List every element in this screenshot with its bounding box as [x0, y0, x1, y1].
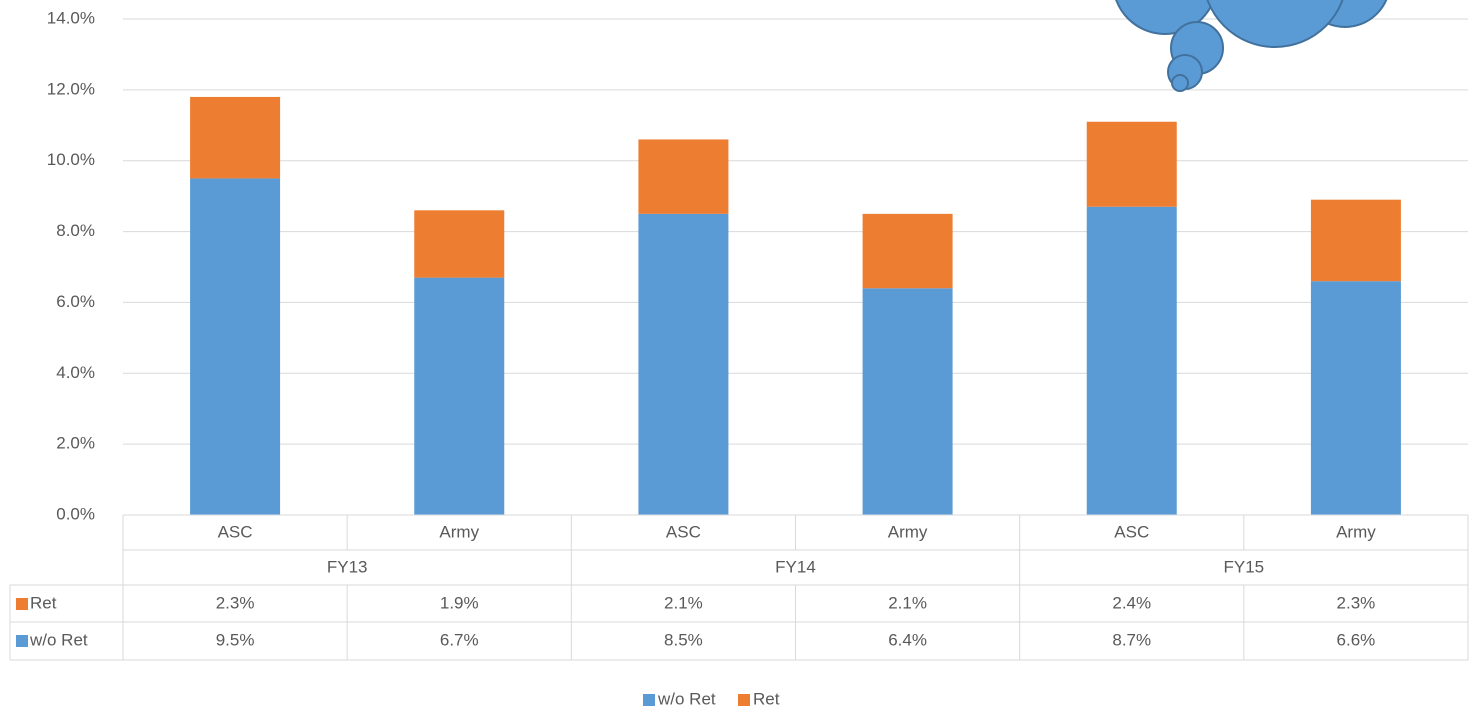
table-cell: 2.4% — [1112, 593, 1151, 612]
legend-label: Ret — [753, 689, 780, 708]
group-label: FY15 — [1224, 557, 1265, 576]
y-tick-label: 14.0% — [47, 8, 95, 27]
y-tick-label: 10.0% — [47, 150, 95, 169]
table-cell: 9.5% — [216, 630, 255, 649]
legend-key — [738, 694, 750, 706]
y-tick-label: 6.0% — [56, 292, 95, 311]
table-cell: 2.1% — [888, 593, 927, 612]
table-legend-key — [16, 598, 28, 610]
y-tick-label: 2.0% — [56, 434, 95, 453]
x-tick-label: Army — [439, 522, 479, 541]
bubble — [1171, 74, 1189, 92]
legend-label: w/o Ret — [657, 689, 716, 708]
table-cell: 2.1% — [664, 593, 703, 612]
x-tick-label: ASC — [218, 522, 253, 541]
table-legend-key — [16, 635, 28, 647]
bar-segment — [414, 277, 505, 515]
table-cell: 1.9% — [440, 593, 479, 612]
x-tick-label: ASC — [1114, 522, 1149, 541]
table-row-label: Ret — [30, 593, 57, 612]
x-tick-label: Army — [1336, 522, 1376, 541]
table-cell: 6.7% — [440, 630, 479, 649]
table-row-label: w/o Ret — [29, 630, 88, 649]
bar-segment — [638, 139, 729, 214]
y-tick-label: 4.0% — [56, 363, 95, 382]
bar-segment — [414, 210, 505, 278]
bar-segment — [190, 178, 281, 515]
bubble — [1206, 0, 1344, 48]
group-label: FY14 — [775, 557, 816, 576]
x-tick-label: ASC — [666, 522, 701, 541]
bar-segment — [1086, 121, 1177, 207]
legend-key — [643, 694, 655, 706]
y-tick-label: 8.0% — [56, 221, 95, 240]
bar-segment — [862, 288, 953, 515]
table-cell: 8.5% — [664, 630, 703, 649]
x-tick-label: Army — [888, 522, 928, 541]
table-cell: 8.7% — [1112, 630, 1151, 649]
y-tick-label: 0.0% — [56, 504, 95, 523]
group-label: FY13 — [327, 557, 368, 576]
table-cell: 2.3% — [216, 593, 255, 612]
table-cell: 6.4% — [888, 630, 927, 649]
thought-bubble — [1115, 0, 1388, 92]
y-tick-label: 12.0% — [47, 79, 95, 98]
bar-segment — [1310, 281, 1401, 515]
bar-segment — [1310, 199, 1401, 282]
table-cell: 6.6% — [1337, 630, 1376, 649]
table-cell: 2.3% — [1337, 593, 1376, 612]
bar-segment — [862, 213, 953, 289]
bar-segment — [190, 96, 281, 179]
bar-segment — [638, 213, 729, 515]
bar-segment — [1086, 206, 1177, 515]
